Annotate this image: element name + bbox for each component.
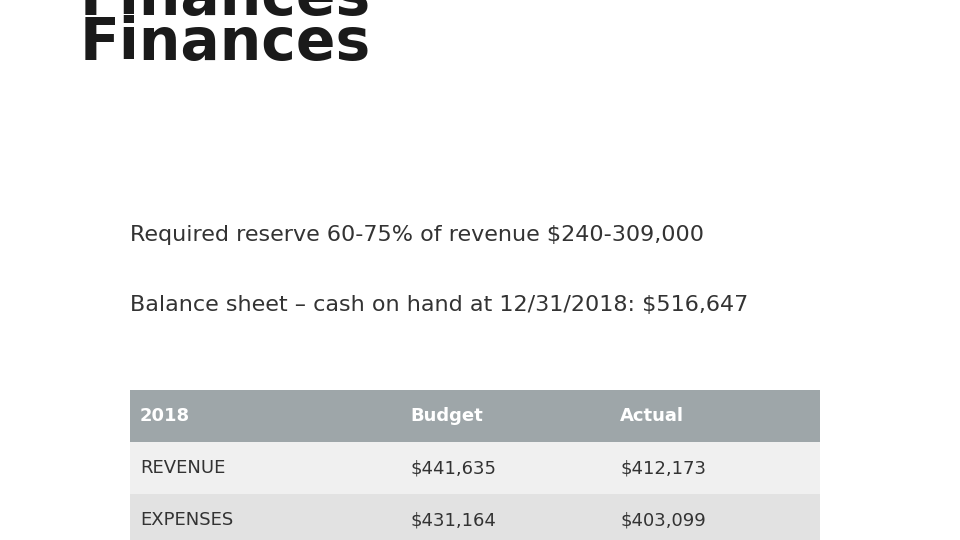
Bar: [400, 390, 610, 442]
Text: EXPENSES: EXPENSES: [140, 511, 233, 529]
Bar: [130, 494, 400, 540]
Text: 2018: 2018: [140, 407, 190, 425]
Text: $441,635: $441,635: [410, 459, 496, 477]
Bar: [400, 494, 610, 540]
Bar: [610, 442, 820, 494]
Bar: [400, 442, 610, 494]
Text: REVENUE: REVENUE: [140, 459, 226, 477]
Bar: [130, 390, 400, 442]
Text: $403,099: $403,099: [620, 511, 706, 529]
Text: Actual: Actual: [620, 407, 684, 425]
Text: Budget: Budget: [410, 407, 483, 425]
Bar: [610, 390, 820, 442]
Bar: [610, 494, 820, 540]
Text: $431,164: $431,164: [410, 511, 496, 529]
Text: Finances: Finances: [80, 0, 372, 27]
Text: Required reserve 60-75% of revenue $240-309,000: Required reserve 60-75% of revenue $240-…: [130, 225, 704, 245]
Bar: [130, 442, 400, 494]
Text: Finances: Finances: [80, 15, 372, 72]
Text: Balance sheet – cash on hand at 12/31/2018: $516,647: Balance sheet – cash on hand at 12/31/20…: [130, 295, 748, 315]
Text: $412,173: $412,173: [620, 459, 706, 477]
